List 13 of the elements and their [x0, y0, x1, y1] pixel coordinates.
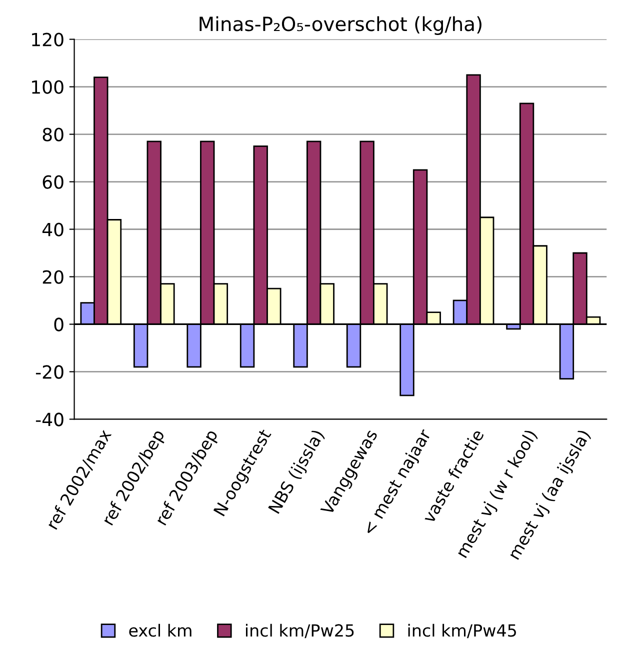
y-tick-label: 20	[42, 270, 64, 284]
y-tick-label: -40	[36, 412, 64, 426]
y-tick-label: -20	[36, 365, 64, 379]
y-tick-label: 100	[32, 80, 64, 94]
y-tick-label: 0	[54, 318, 64, 332]
y-tick-label: 60	[42, 175, 64, 189]
y-tick-label: 120	[32, 32, 64, 46]
legend-label: incl km/Pw25	[246, 624, 354, 638]
legend-label: incl km/Pw45	[408, 624, 516, 638]
legend-label: excl km	[129, 624, 192, 637]
chart-title: Minas-P₂O₅-overschot (kg/ha)	[200, 16, 482, 36]
y-tick-label: 80	[42, 128, 64, 142]
y-tick-label: 40	[42, 222, 64, 236]
